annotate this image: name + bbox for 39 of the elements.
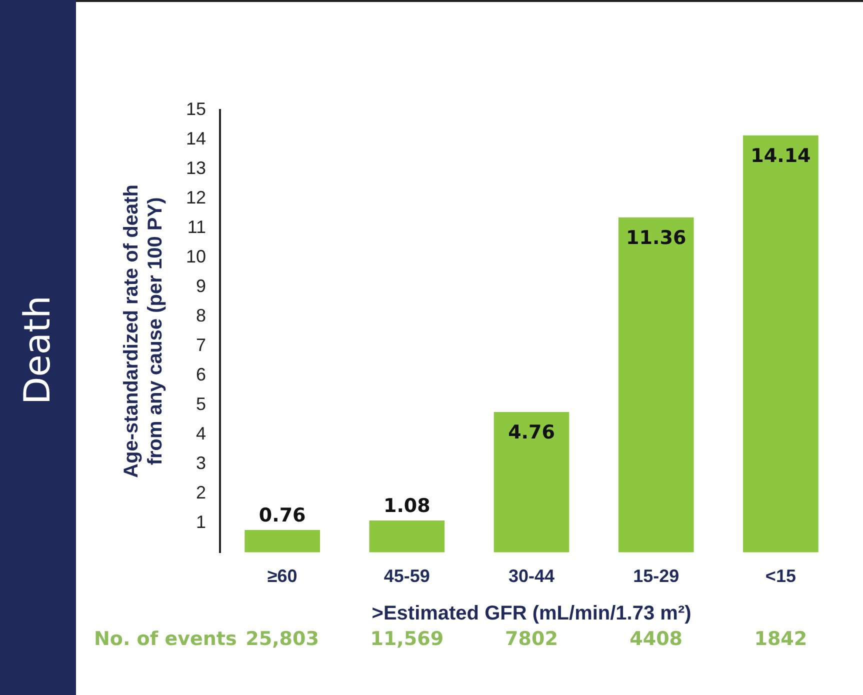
x-tick-label: 30-44 [508,566,555,586]
y-tick-label: 4 [196,423,206,444]
y-tick-label: 12 [186,187,206,208]
data-label: 4.76 [508,421,555,444]
y-tick-label: 6 [196,364,206,384]
y-tick-label: 7 [196,334,206,355]
y-tick-label: 8 [196,305,206,326]
y-tick-label: 2 [196,482,206,502]
y-tick-label: 1 [196,512,206,532]
bar [244,530,320,552]
data-label: 11.36 [626,226,686,249]
x-tick-label: 45-59 [384,566,430,586]
y-axis-title: Age-standardized rate of death from any cause (per 100 PY) [120,184,167,478]
y-tick-label: 3 [196,452,206,473]
bar [743,135,818,552]
y-tick-label: 10 [186,246,206,266]
text: 1842 [754,628,808,650]
text: 7802 [505,628,558,650]
text: 4408 [630,628,683,650]
data-label: 14.14 [750,144,811,167]
y-tick-label: 15 [186,98,206,119]
bar [369,520,445,552]
text: Death [18,296,58,404]
text: 25,803 [246,628,319,650]
text: 11,569 [370,628,444,650]
y-tick-label: 5 [196,394,206,414]
bar [494,412,570,552]
x-axis-title: >Estimated GFR (mL/min/1.73 m²) [372,602,692,625]
y-tick-label: 14 [186,128,206,148]
x-tick-label: ≥60 [267,566,298,586]
y-tick-label: 11 [187,216,206,237]
y-tick-label: 9 [196,276,206,296]
x-tick-label: 15-29 [633,566,680,586]
data-label: 0.76 [258,504,306,526]
y-tick-label: 13 [186,158,206,178]
bar [618,217,694,552]
x-tick-label: <15 [765,566,796,586]
text: No. of events [94,628,237,650]
data-label: 1.08 [383,494,430,517]
